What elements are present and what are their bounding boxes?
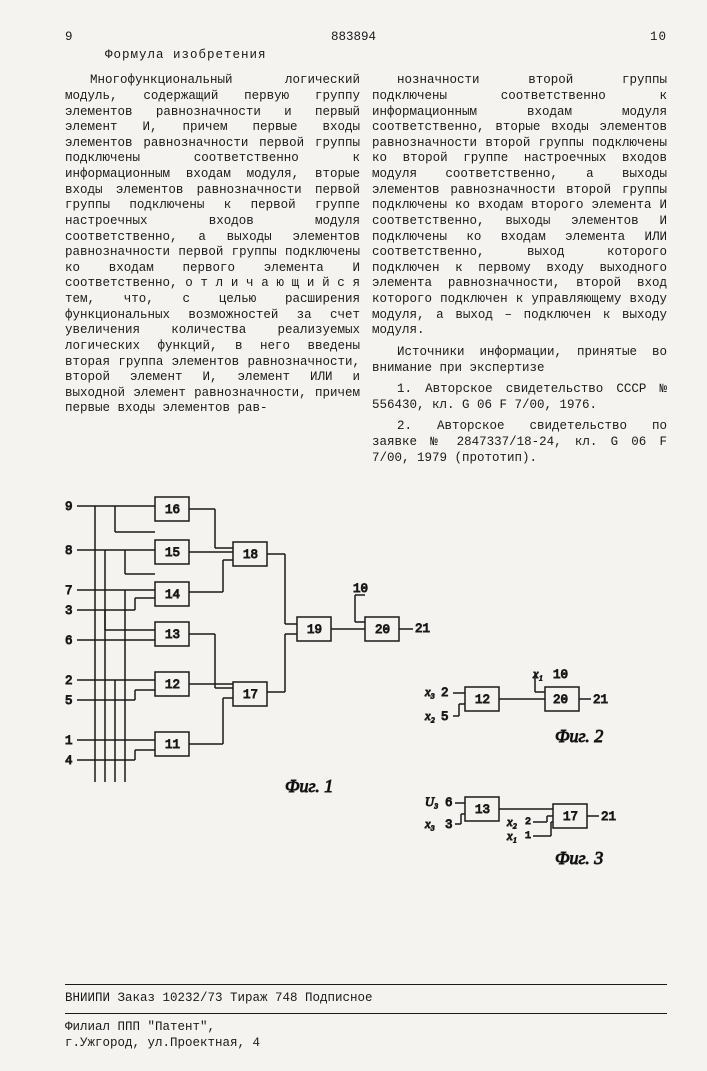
svg-text:8: 8	[65, 544, 73, 558]
svg-text:x₂: x₂	[506, 815, 518, 829]
svg-text:10: 10	[553, 668, 568, 682]
footer-line-2b: г.Ужгород, ул.Проектная, 4	[65, 1036, 667, 1052]
svg-text:11: 11	[165, 738, 180, 752]
right-column: нозначности второй группы подключены соо…	[372, 73, 667, 472]
svg-text:5: 5	[441, 710, 449, 724]
formula-title: Формула изобретения	[105, 48, 667, 64]
col-right-number: 10	[650, 30, 667, 46]
svg-text:2: 2	[525, 817, 531, 828]
svg-text:9: 9	[65, 500, 73, 514]
svg-text:x₁: x₁	[532, 667, 543, 681]
svg-text:Фиг. 1: Фиг. 1	[285, 776, 333, 796]
svg-text:21: 21	[415, 622, 430, 636]
left-column: Многофункциональный логический модуль, с…	[65, 73, 360, 472]
svg-text:7: 7	[65, 584, 73, 598]
figure-2: x₃ 2 x₂ 5 x₁ 10 12 20 21 Фиг. 2	[424, 667, 608, 746]
svg-text:13: 13	[165, 628, 180, 642]
text-columns: Многофункциональный логический модуль, с…	[65, 73, 667, 472]
svg-text:Фиг. 3: Фиг. 3	[555, 848, 603, 868]
svg-text:19: 19	[307, 623, 322, 637]
left-para-1: Многофункциональный логический модуль, с…	[65, 73, 360, 417]
svg-text:16: 16	[165, 503, 180, 517]
svg-text:12: 12	[475, 693, 490, 707]
diagrams-svg: 9 8 7 3 6 2 5 1 4 16 15 14 13 12 11	[65, 492, 665, 972]
svg-text:4: 4	[65, 754, 73, 768]
svg-text:14: 14	[165, 588, 180, 602]
sources-title: Источники информации, принятые во вниман…	[372, 345, 667, 376]
svg-text:x₃: x₃	[424, 817, 435, 831]
svg-text:6: 6	[445, 796, 453, 810]
svg-text:21: 21	[593, 693, 608, 707]
svg-text:x₃: x₃	[424, 685, 435, 699]
svg-text:Фиг. 2: Фиг. 2	[555, 726, 603, 746]
footer-line-2a: Филиал ППП "Патент",	[65, 1020, 667, 1036]
svg-text:x₁: x₁	[506, 829, 517, 843]
figure-3: U₃ 6 x₃ 3 x₂ 2 x₁ 1 13 17 21 Фиг. 3	[424, 795, 616, 868]
document-number: 883894	[331, 30, 376, 46]
svg-text:2: 2	[65, 674, 73, 688]
svg-text:17: 17	[563, 810, 578, 824]
svg-text:12: 12	[165, 678, 180, 692]
svg-text:20: 20	[375, 623, 390, 637]
col-left-number: 9	[65, 30, 74, 46]
svg-text:U₃: U₃	[425, 795, 438, 809]
svg-text:2: 2	[441, 686, 449, 700]
svg-text:15: 15	[165, 546, 180, 560]
footer: ВНИИПИ Заказ 10232/73 Тираж 748 Подписно…	[65, 984, 667, 1051]
svg-text:10: 10	[353, 582, 368, 596]
svg-text:x₂: x₂	[424, 709, 436, 723]
svg-text:13: 13	[475, 803, 490, 817]
right-para-1: нозначности второй группы подключены соо…	[372, 73, 667, 339]
svg-text:3: 3	[445, 818, 453, 832]
svg-text:17: 17	[243, 688, 258, 702]
svg-text:1: 1	[525, 831, 531, 842]
svg-text:18: 18	[243, 548, 258, 562]
ref-1: 1. Авторское свидетельство СССР № 556430…	[372, 382, 667, 413]
ref-2: 2. Авторское свидетельство по заявке № 2…	[372, 419, 667, 466]
svg-text:3: 3	[65, 604, 73, 618]
figure-1: 9 8 7 3 6 2 5 1 4 16 15 14 13 12 11	[65, 497, 430, 796]
svg-text:5: 5	[65, 694, 73, 708]
svg-text:21: 21	[601, 810, 616, 824]
svg-text:6: 6	[65, 634, 73, 648]
svg-text:20: 20	[553, 693, 568, 707]
svg-text:1: 1	[65, 734, 73, 748]
figures-area: 9 8 7 3 6 2 5 1 4 16 15 14 13 12 11	[65, 492, 667, 972]
footer-line-1: ВНИИПИ Заказ 10232/73 Тираж 748 Подписно…	[65, 991, 667, 1007]
